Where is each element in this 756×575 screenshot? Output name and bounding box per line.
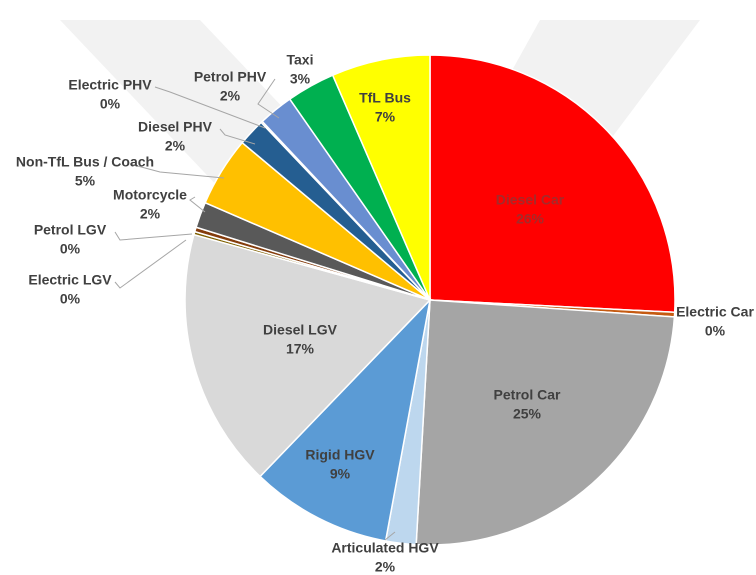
slice-category-label: Diesel LGV [263,322,338,338]
leader-line [189,196,206,213]
slice-category-label: Diesel Car [496,192,565,208]
slice-category-label: Non-TfL Bus / Coach [16,154,154,170]
slice-value-label: 5% [75,173,96,189]
slice-value-label: 3% [290,71,311,87]
leader-line [154,86,266,129]
slice-value-label: 0% [60,291,81,307]
slice-category-label: Electric Car [676,304,754,320]
slice-category-label: Petrol Car [494,387,561,403]
slice-category-label: Electric LGV [28,272,112,288]
pie-slice [429,54,676,314]
leader-line [384,531,396,541]
slice-value-label: 26% [516,211,545,227]
slice-category-label: Petrol LGV [34,222,107,238]
slice-category-label: Motorcycle [113,187,187,203]
slice-value-label: 0% [60,241,81,257]
slice-category-label: Diesel PHV [138,119,213,135]
pie-slice [331,54,431,301]
leader-line [257,78,280,119]
slice-value-label: 0% [100,96,121,112]
pie-slice [184,233,432,478]
slice-value-label: 2% [375,559,396,575]
slice-value-label: 2% [140,206,161,222]
slice-value-label: 25% [513,406,542,422]
slice-value-label: 2% [220,88,241,104]
slice-value-label: 17% [286,341,315,357]
leader-line [219,128,256,145]
leader-line [114,239,187,289]
slice-category-label: Petrol PHV [194,69,267,85]
slice-category-label: Taxi [287,52,314,68]
slice-value-label: 0% [705,323,726,339]
leader-line [114,231,193,241]
leader-line [129,163,225,179]
slice-category-label: Articulated HGV [331,540,439,556]
slice-value-label: 7% [375,109,396,125]
slice-category-label: Rigid HGV [305,447,375,463]
slice-category-label: Electric PHV [68,77,152,93]
pie-slice [258,297,432,542]
slice-category-label: TfL Bus [359,90,411,106]
slice-value-label: 9% [330,466,351,482]
slice-value-label: 2% [165,138,186,154]
pie-slice [415,299,676,546]
